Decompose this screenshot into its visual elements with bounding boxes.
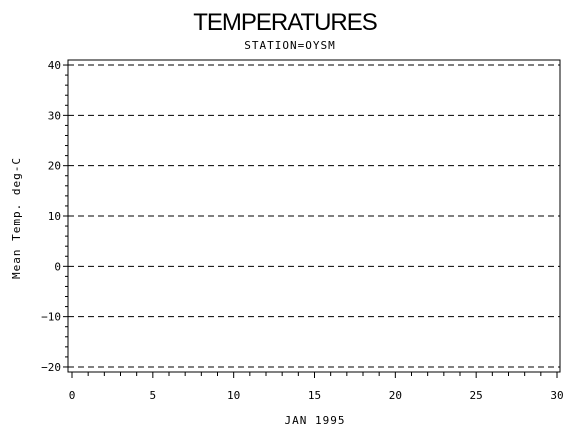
x-tick-label: 5 [150,389,157,402]
x-axis-label: JAN 1995 [285,414,346,427]
chart-subtitle: STATION=OYSM [244,39,335,52]
y-tick-label: −20 [41,361,61,374]
tick-labels: −20 −10 0 10 20 30 40 0 5 10 15 20 25 30 [41,59,564,402]
y-tick-label: 0 [54,260,61,273]
y-tick-label: 40 [48,59,61,72]
minor-ticks [65,74,542,376]
y-tick-label: −10 [41,311,61,324]
chart-title: TEMPERATURES [193,9,377,36]
gridlines [68,64,560,368]
x-tick-label: 0 [69,389,76,402]
x-tick-label: 30 [550,389,563,402]
x-tick-label: 10 [227,389,240,402]
x-tick-label: 15 [308,389,321,402]
y-tick-label: 10 [48,210,61,223]
major-ticks [63,64,558,378]
x-tick-label: 20 [389,389,402,402]
y-tick-label: 30 [48,109,61,122]
y-tick-label: 20 [48,160,61,173]
x-tick-label: 25 [470,389,483,402]
plot-frame [67,59,561,373]
y-axis-label: Mean Temp. deg-C [10,157,23,279]
